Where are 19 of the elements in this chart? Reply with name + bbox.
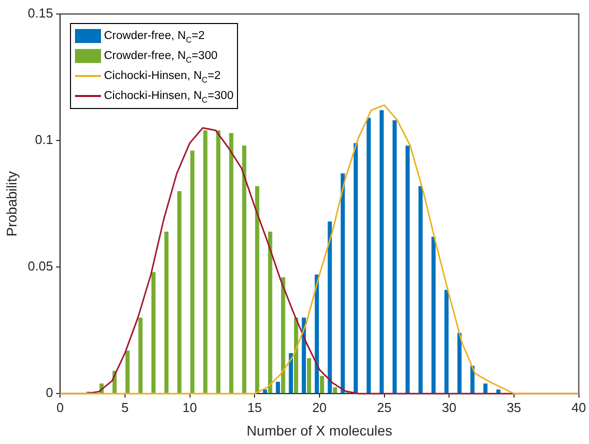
x-tick-label: 30 bbox=[442, 400, 456, 415]
y-axis-title: Probability bbox=[3, 171, 20, 236]
legend-label: Cichocki-Hinsen, N$_{C}$=300 bbox=[104, 89, 234, 104]
x-tick-label: 15 bbox=[247, 400, 262, 415]
y-tick-label: 0.1 bbox=[35, 132, 54, 148]
x-tick-label: 5 bbox=[121, 400, 129, 415]
y-tick-label: 0 bbox=[46, 385, 54, 400]
x-tick-label: 25 bbox=[377, 400, 392, 415]
x-tick-label: 0 bbox=[56, 400, 64, 415]
y-tick-label: 0.05 bbox=[28, 258, 54, 274]
legend-label: Crowder-free, N$_{C}$=300 bbox=[104, 49, 218, 64]
y-tick-label: 0.15 bbox=[28, 6, 54, 21]
legend-label: Crowder-free, N$_{C}$=2 bbox=[104, 29, 205, 44]
x-tick-label: 35 bbox=[506, 400, 522, 415]
x-tick-label: 20 bbox=[312, 400, 327, 415]
x-tick-label: 10 bbox=[182, 400, 198, 415]
x-tick-label: 40 bbox=[572, 400, 586, 415]
x-axis-title: Number of X molecules bbox=[246, 422, 392, 438]
legend-label: Cichocki-Hinsen, N$_{C}$=2 bbox=[104, 69, 221, 84]
